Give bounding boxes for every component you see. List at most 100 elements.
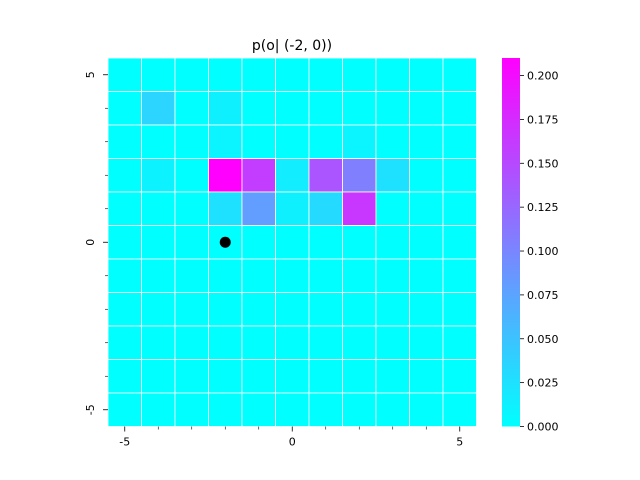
heatmap-cell [174,191,209,226]
heatmap-cell [208,57,243,92]
colorbar: 0.000 0.025 0.050 0.075 0.100 0.125 0.150 0.175… [502,58,559,434]
heatmap-cell [442,325,477,360]
heatmap-cell [442,292,477,327]
heatmap-cell [442,258,477,293]
x-tick-label: -5 [119,436,130,449]
heatmap-cell [442,158,477,193]
heatmap-cell [208,158,243,193]
heatmap-cell [208,191,243,226]
heatmap-cell [107,292,142,327]
y-tick-label: -5 [84,404,97,415]
heatmap-cell [174,225,209,260]
heatmap-cell [241,225,276,260]
heatmap-cell [141,292,176,327]
heatmap-cell [241,292,276,327]
heatmap-cell [308,191,343,226]
heatmap-cell [141,325,176,360]
heatmap-cell [375,225,410,260]
heatmap-cell [208,359,243,394]
heatmap-cell [275,57,310,92]
colorbar-tick-label: 0.125 [527,201,559,214]
heatmap-cell [409,57,444,92]
marker-layer [219,236,231,248]
heatmap-cell [409,258,444,293]
heatmap-cell [308,359,343,394]
heatmap-cell [308,292,343,327]
heatmap-cell [174,292,209,327]
heatmap-cell [308,57,343,92]
heatmap-cell [275,325,310,360]
heatmap-cell [107,258,142,293]
heatmap-cell [241,359,276,394]
x-tick-label: 5 [456,436,463,449]
heatmap-cell [141,57,176,92]
heatmap-cell [174,124,209,159]
heatmap-cell [275,158,310,193]
x-tick-label: 0 [289,436,296,449]
heatmap-cell [107,359,142,394]
heatmap-cell [241,158,276,193]
heatmap-cell [308,124,343,159]
heatmap-cell [275,359,310,394]
heatmap-cell [141,124,176,159]
heatmap-cell [174,392,209,427]
heatmap-cell [275,91,310,126]
heatmap-cell [442,392,477,427]
heatmap-cell [107,158,142,193]
heatmap-cell [208,292,243,327]
colorbar-tick-label: 0.075 [527,289,559,302]
heatmap-cell [107,124,142,159]
chart-title: p(o| (-2, 0)) [252,38,332,54]
heatmap-cell [141,392,176,427]
heatmap-cell [375,292,410,327]
heatmap-cell [375,191,410,226]
colorbar-tick-label: 0.175 [527,113,559,126]
heatmap-cell [442,57,477,92]
heatmap-cell [342,191,377,226]
heatmap-cell [275,124,310,159]
heatmap-cell [342,124,377,159]
heatmap-cell [275,392,310,427]
heatmap-cell [409,292,444,327]
heatmap-cell [442,124,477,159]
heatmap-cell [141,158,176,193]
heatmap-cell [409,158,444,193]
heatmap-cell [308,392,343,427]
heatmap-cell [409,191,444,226]
heatmap-cell [275,292,310,327]
heatmap-cell [208,392,243,427]
heatmap-cell [409,225,444,260]
heatmap-cell [241,258,276,293]
heatmap-cell [174,258,209,293]
heatmap-cell [375,359,410,394]
heatmap-cell [342,258,377,293]
heatmap-cell [174,158,209,193]
heatmap-cell [107,225,142,260]
heatmap-cell [208,91,243,126]
heatmap-cell [342,91,377,126]
heatmap-cells [107,57,477,427]
y-axis: 5 0 -5 [84,71,108,415]
heatmap-cell [308,91,343,126]
heatmap-cell [141,191,176,226]
heatmap-cell [375,325,410,360]
heatmap-cell [342,325,377,360]
colorbar-gradient [502,58,520,427]
heatmap-cell [241,91,276,126]
colorbar-tick-label: 0.100 [527,245,559,258]
heatmap-cell [375,91,410,126]
heatmap-cell [208,124,243,159]
colorbar-tick-label: 0.050 [527,333,559,346]
heatmap-cell [375,158,410,193]
heatmap-cell [174,325,209,360]
heatmap-cell [342,292,377,327]
heatmap-cell [208,258,243,293]
heatmap-cell [107,191,142,226]
heatmap-cell [241,57,276,92]
x-axis: -5 0 5 [119,426,463,449]
heatmap-cell [275,225,310,260]
y-tick-label: 0 [84,239,97,246]
heatmap-cell [375,392,410,427]
heatmap-cell [174,91,209,126]
